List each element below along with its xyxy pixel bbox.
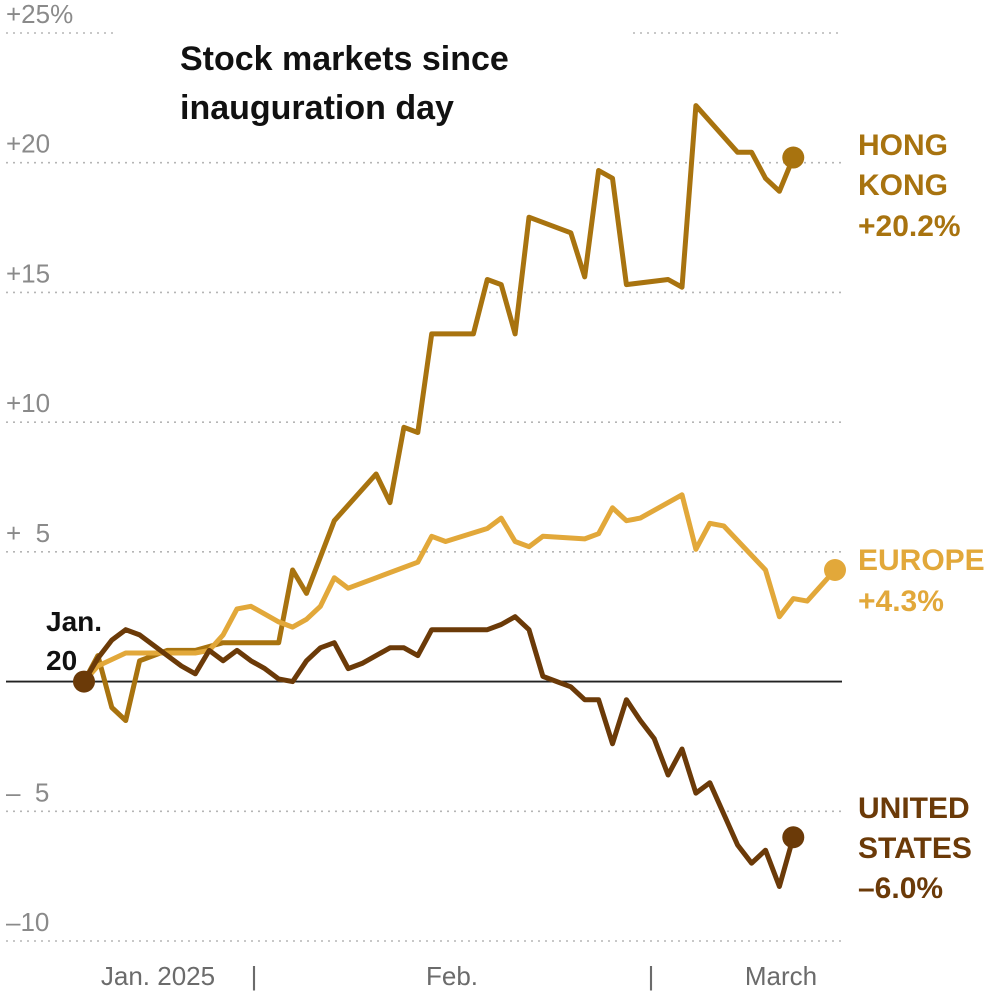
y-tick-label: +25% bbox=[6, 0, 73, 29]
hong-kong-label-line-2: KONG bbox=[858, 169, 948, 202]
europe-label: EUROPE +4.3% bbox=[858, 544, 985, 618]
start-label-line-2: 20 bbox=[46, 645, 77, 676]
grid-layer bbox=[6, 32, 842, 942]
end-markers bbox=[73, 146, 846, 849]
y-tick-label: +10 bbox=[6, 388, 50, 418]
united-states-label-line-2: STATES bbox=[858, 832, 972, 865]
x-tick-label-feb: Feb. bbox=[426, 961, 478, 991]
hong-kong-label-value: +20.2% bbox=[858, 210, 961, 243]
europe-end-marker bbox=[824, 559, 846, 582]
start-label-line-1: Jan. bbox=[46, 606, 102, 637]
chart-title-line-1: Stock markets since bbox=[180, 40, 509, 78]
start-marker bbox=[73, 670, 95, 693]
europe-label-value: +4.3% bbox=[858, 585, 944, 618]
hong-kong-label-line-1: HONG bbox=[858, 129, 948, 162]
x-tick-separator: | bbox=[251, 961, 258, 991]
y-tick-label: +15 bbox=[6, 258, 50, 288]
x-tick-label-jan: Jan. 2025 bbox=[101, 961, 215, 991]
y-tick-label: – 5 bbox=[6, 777, 49, 807]
y-tick-labels: +25% +20 +15 +10 + 5 – 5 –10 bbox=[6, 0, 73, 937]
europe-line bbox=[81, 492, 838, 685]
europe-label-line-1: EUROPE bbox=[858, 544, 985, 577]
united-states-label-value: –6.0% bbox=[858, 872, 943, 905]
y-tick-label: +20 bbox=[6, 129, 50, 159]
x-tick-separator: | bbox=[648, 961, 655, 991]
united-states-end-marker bbox=[782, 826, 805, 849]
series-lines bbox=[81, 103, 838, 889]
united-states-label: UNITED STATES –6.0% bbox=[858, 792, 972, 905]
y-tick-label: + 5 bbox=[6, 518, 50, 548]
hong-kong-label: HONG KONG +20.2% bbox=[858, 129, 961, 243]
united-states-line bbox=[81, 614, 796, 889]
hong-kong-end-marker bbox=[782, 146, 805, 169]
united-states-label-line-1: UNITED bbox=[858, 792, 970, 825]
chart-title-line-2: inauguration day bbox=[180, 89, 454, 127]
hong-kong-line bbox=[81, 103, 796, 723]
x-tick-label-march: March bbox=[745, 961, 817, 991]
y-tick-label: –10 bbox=[6, 907, 49, 937]
